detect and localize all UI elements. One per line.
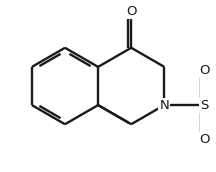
Text: O: O xyxy=(199,133,210,146)
Text: S: S xyxy=(200,99,209,112)
Text: N: N xyxy=(159,99,169,112)
Text: O: O xyxy=(199,64,210,77)
Text: O: O xyxy=(126,5,137,18)
